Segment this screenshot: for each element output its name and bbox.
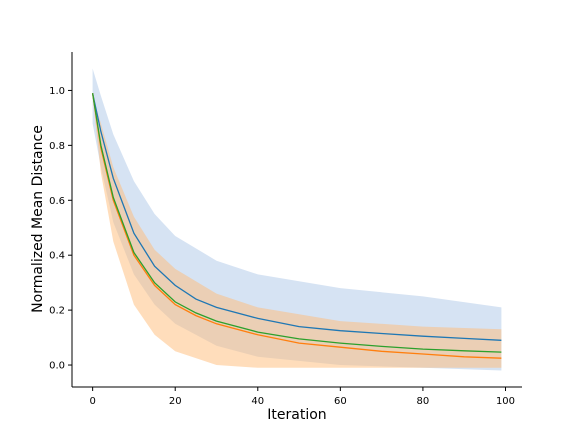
series-line-2 — [91, 93, 502, 359]
x-tick-label: 40 — [251, 396, 264, 407]
x-tick-label: 0 — [89, 396, 95, 407]
x-tick-label: 80 — [417, 396, 430, 407]
x-axis-label: Iteration — [267, 407, 326, 423]
x-tick-label: 100 — [496, 396, 515, 407]
y-tick-label: 0.8 — [49, 141, 65, 152]
series-line-3 — [91, 93, 502, 353]
y-tick-label: 1.0 — [49, 86, 65, 97]
x-tick-label: 60 — [334, 396, 347, 407]
y-tick-label: 0.0 — [49, 361, 65, 372]
y-tick-label: 0.4 — [49, 251, 65, 262]
y-ticks: 0.0 0.2 0.4 0.6 0.8 1.0 — [49, 86, 72, 372]
series-line-1 — [91, 93, 502, 341]
axes — [71, 52, 522, 388]
x-tick-label: 20 — [169, 396, 182, 407]
confidence-bands — [92, 68, 502, 371]
y-axis-label: Normalized Mean Distance — [30, 125, 46, 313]
series-lines — [91, 93, 502, 359]
y-tick-label: 0.6 — [49, 196, 65, 207]
y-tick-label: 0.2 — [49, 306, 65, 317]
x-ticks: 0 20 40 60 80 100 — [89, 387, 515, 407]
band-2 — [92, 95, 502, 368]
